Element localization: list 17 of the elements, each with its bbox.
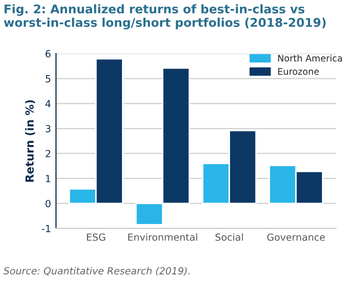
legend-label: Eurozone	[278, 68, 319, 75]
y-tick-label: 2	[46, 150, 50, 158]
y-tick-label: 4	[45, 100, 51, 108]
y-tick-label: 6	[46, 50, 51, 58]
y-axis-title: Return (in %)	[25, 100, 36, 182]
chart-title: Fig. 2: Annualized returns of best-in-class vs worst-in-class long/short portfolios (2018-2019)	[4, 4, 326, 30]
x-tick-label: ESG	[87, 233, 106, 241]
y-tick-label: -1	[42, 225, 50, 232]
x-tick-label: Social	[216, 233, 243, 241]
y-tick-label: 3	[46, 124, 50, 132]
source-note: Source: Quantitative Research (2019).	[4, 266, 190, 276]
y-tick-label: 1	[46, 175, 50, 182]
x-tick-label: Environmental	[128, 233, 198, 241]
y-tick-label: 0	[46, 200, 50, 208]
y-tick-label: 5	[46, 75, 50, 82]
legend-label: North America	[278, 54, 342, 62]
x-tick-label: Governance	[267, 233, 325, 241]
